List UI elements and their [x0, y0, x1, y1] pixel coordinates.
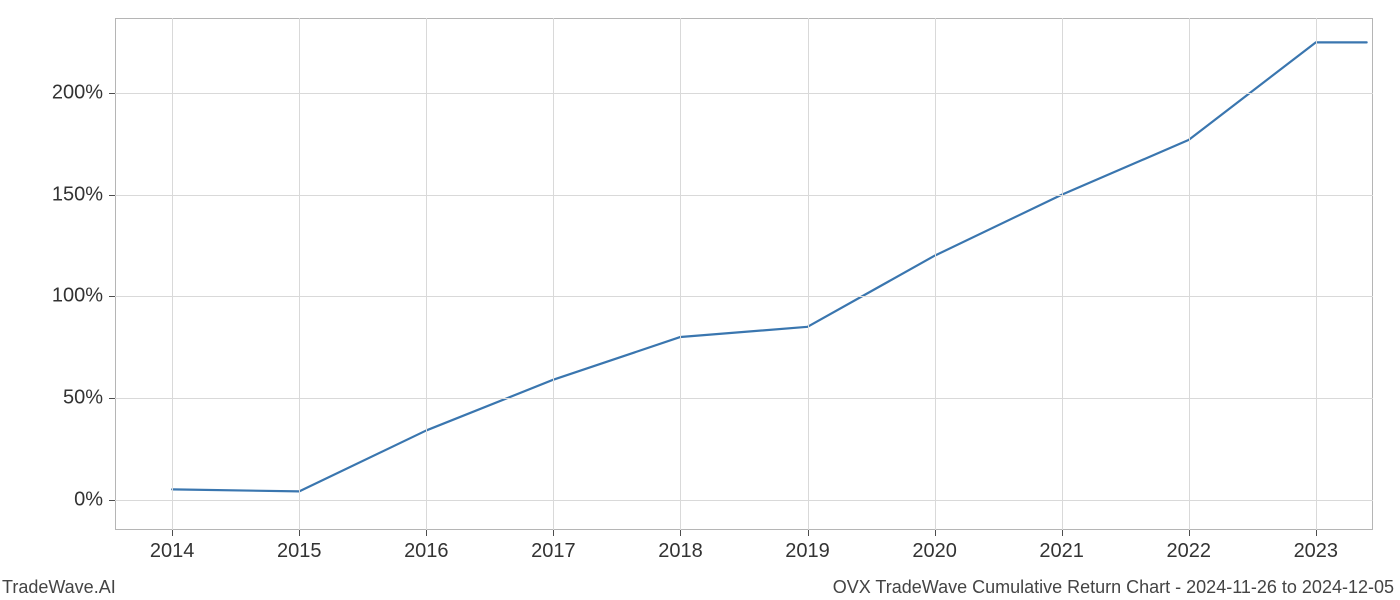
- grid-line-vertical: [299, 18, 300, 530]
- grid-line-vertical: [172, 18, 173, 530]
- x-tick: [935, 530, 936, 536]
- y-tick-label: 100%: [52, 285, 103, 308]
- x-tick-label: 2015: [277, 540, 322, 563]
- plot-area: [115, 18, 1373, 530]
- x-tick-label: 2016: [404, 540, 449, 563]
- y-tick: [109, 398, 115, 399]
- grid-line-vertical: [1316, 18, 1317, 530]
- x-tick: [680, 530, 681, 536]
- footer-left-text: TradeWave.AI: [2, 577, 116, 598]
- x-tick-label: 2019: [785, 540, 830, 563]
- x-tick: [1062, 530, 1063, 536]
- grid-line-vertical: [553, 18, 554, 530]
- chart-container: TradeWave.AI OVX TradeWave Cumulative Re…: [0, 0, 1400, 600]
- grid-line-vertical: [1189, 18, 1190, 530]
- grid-line-horizontal: [115, 195, 1373, 196]
- x-tick: [299, 530, 300, 536]
- footer-right-text: OVX TradeWave Cumulative Return Chart - …: [833, 577, 1394, 598]
- x-tick: [172, 530, 173, 536]
- x-tick-label: 2022: [1166, 540, 1211, 563]
- grid-line-horizontal: [115, 93, 1373, 94]
- x-tick: [426, 530, 427, 536]
- y-tick: [109, 93, 115, 94]
- y-tick-label: 50%: [63, 386, 103, 409]
- x-tick-label: 2014: [150, 540, 195, 563]
- x-tick: [1316, 530, 1317, 536]
- y-tick: [109, 296, 115, 297]
- x-tick: [808, 530, 809, 536]
- x-tick-label: 2021: [1039, 540, 1084, 563]
- x-tick-label: 2020: [912, 540, 957, 563]
- x-tick-label: 2018: [658, 540, 703, 563]
- grid-line-horizontal: [115, 398, 1373, 399]
- grid-line-vertical: [808, 18, 809, 530]
- x-tick-label: 2017: [531, 540, 576, 563]
- y-tick: [109, 500, 115, 501]
- line-series: [115, 18, 1373, 530]
- y-tick-label: 0%: [74, 488, 103, 511]
- x-tick-label: 2023: [1294, 540, 1339, 563]
- x-tick: [1189, 530, 1190, 536]
- grid-line-vertical: [935, 18, 936, 530]
- y-tick-label: 200%: [52, 82, 103, 105]
- y-tick-label: 150%: [52, 183, 103, 206]
- y-tick: [109, 195, 115, 196]
- grid-line-horizontal: [115, 500, 1373, 501]
- return-line: [172, 42, 1366, 491]
- grid-line-horizontal: [115, 296, 1373, 297]
- grid-line-vertical: [426, 18, 427, 530]
- grid-line-vertical: [1062, 18, 1063, 530]
- grid-line-vertical: [680, 18, 681, 530]
- x-tick: [553, 530, 554, 536]
